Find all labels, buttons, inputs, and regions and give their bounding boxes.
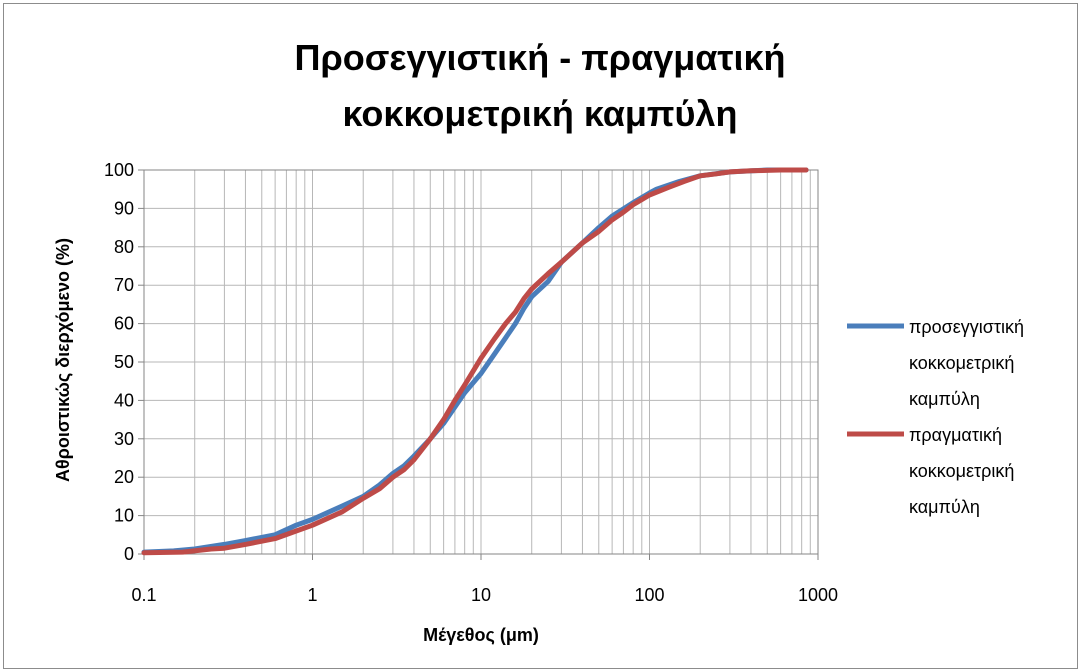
y-tick-label: 50 <box>114 352 134 372</box>
y-tick-label: 20 <box>114 467 134 487</box>
legend-label-1: καμπύλη <box>909 389 980 409</box>
legend-label-2: καμπύλη <box>909 497 980 517</box>
y-axis-ticks: 0 10 20 30 40 50 60 70 80 90 100 <box>104 160 144 564</box>
legend-label-1: προσεγγιστική <box>909 317 1024 337</box>
legend: προσεγγιστική κοκκομετρική καμπύλη πραγματι… <box>847 317 1024 517</box>
chart-title-line-2: κοκκομετρική καμπύλη <box>343 93 738 134</box>
y-tick-label: 10 <box>114 506 134 526</box>
x-tick-label: 1 <box>307 585 317 605</box>
y-tick-label: 30 <box>114 429 134 449</box>
y-tick-label: 70 <box>114 275 134 295</box>
series-layer <box>141 167 809 556</box>
chart-area <box>3 3 1078 669</box>
y-axis-label: Αθροιστικώς διερχόμενο (%) <box>53 238 73 482</box>
x-tick-label: 100 <box>634 585 664 605</box>
y-tick-label: 90 <box>114 198 134 218</box>
legend-label-2: κοκκομετρική <box>909 461 1014 481</box>
chart-title-line-1: Προσεγγιστική - πραγματική <box>294 37 785 78</box>
x-tick-label: 1000 <box>798 585 838 605</box>
x-tick-label: 0.1 <box>131 585 156 605</box>
y-tick-label: 100 <box>104 160 134 180</box>
x-axis-label: Μέγεθος (μm) <box>423 625 539 645</box>
y-tick-label: 40 <box>114 390 134 410</box>
y-tick-label: 0 <box>124 544 134 564</box>
y-tick-label: 60 <box>114 314 134 334</box>
series-line-2 <box>141 167 809 556</box>
x-tick-label: 10 <box>471 585 491 605</box>
legend-label-1: κοκκομετρική <box>909 353 1014 373</box>
x-axis-ticks: 0.1 1 10 100 1000 <box>131 554 838 605</box>
y-tick-label: 80 <box>114 237 134 257</box>
legend-label-2: πραγματική <box>909 425 1002 445</box>
series-line-1 <box>141 167 809 555</box>
